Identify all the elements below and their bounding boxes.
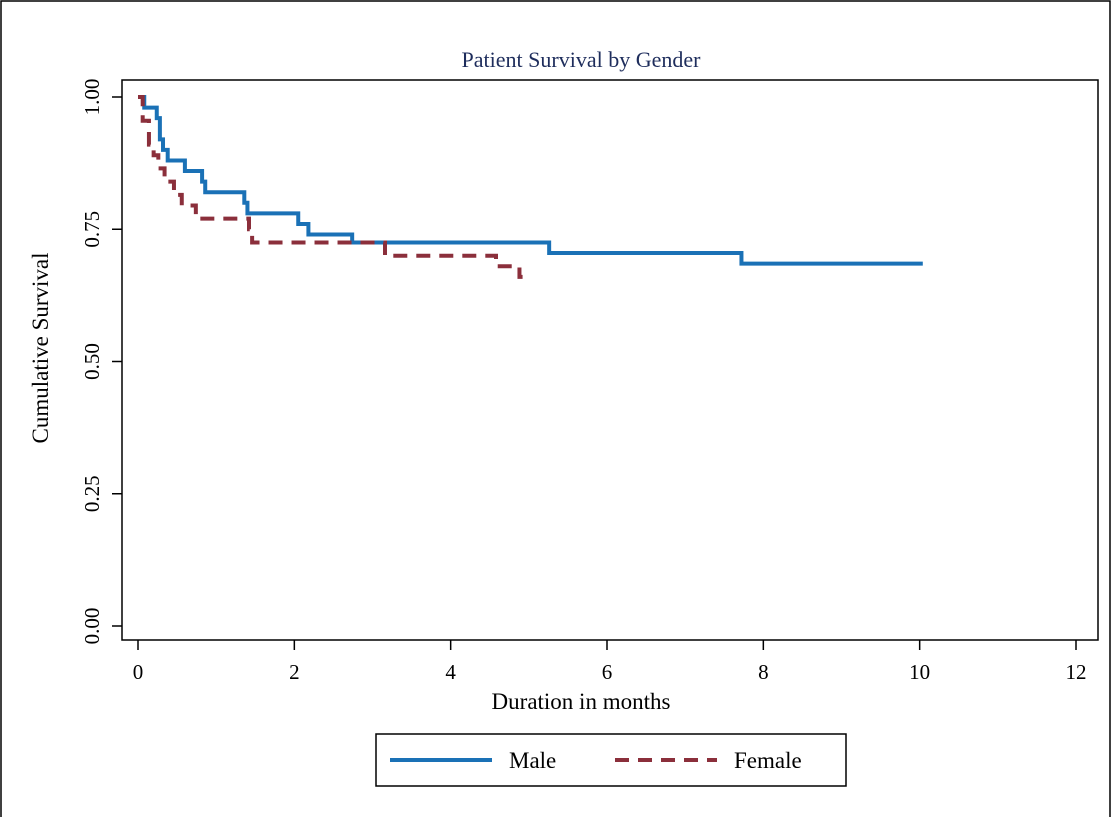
legend: Male Female [375,733,847,787]
x-tick-label: 4 [445,660,456,684]
y-tick-label: 0.50 [80,343,104,380]
series-line-female [138,95,523,279]
axes: 0 2 4 6 8 10 12 0.00 0.25 0.50 0.75 1.00 [80,79,1087,684]
y-tick-label: 0.00 [80,608,104,645]
x-tick-label: 6 [602,660,613,684]
series-line-male [138,95,923,266]
y-tick-label: 0.75 [80,211,104,248]
x-tick-label: 0 [133,660,144,684]
y-tick-label: 1.00 [80,79,104,116]
legend-label-female: Female [734,748,802,773]
x-tick-label: 2 [289,660,300,684]
series-layer [138,95,923,279]
y-axis-title: Cumulative Survival [28,252,53,443]
x-tick-label: 10 [909,660,930,684]
legend-label-male: Male [509,748,556,773]
plot-area [121,79,1099,641]
x-tick-label: 8 [758,660,769,684]
x-axis-title: Duration in months [492,689,671,714]
chart-title: Patient Survival by Gender [462,47,702,72]
x-tick-label: 12 [1066,660,1087,684]
y-tick-label: 0.25 [80,475,104,512]
